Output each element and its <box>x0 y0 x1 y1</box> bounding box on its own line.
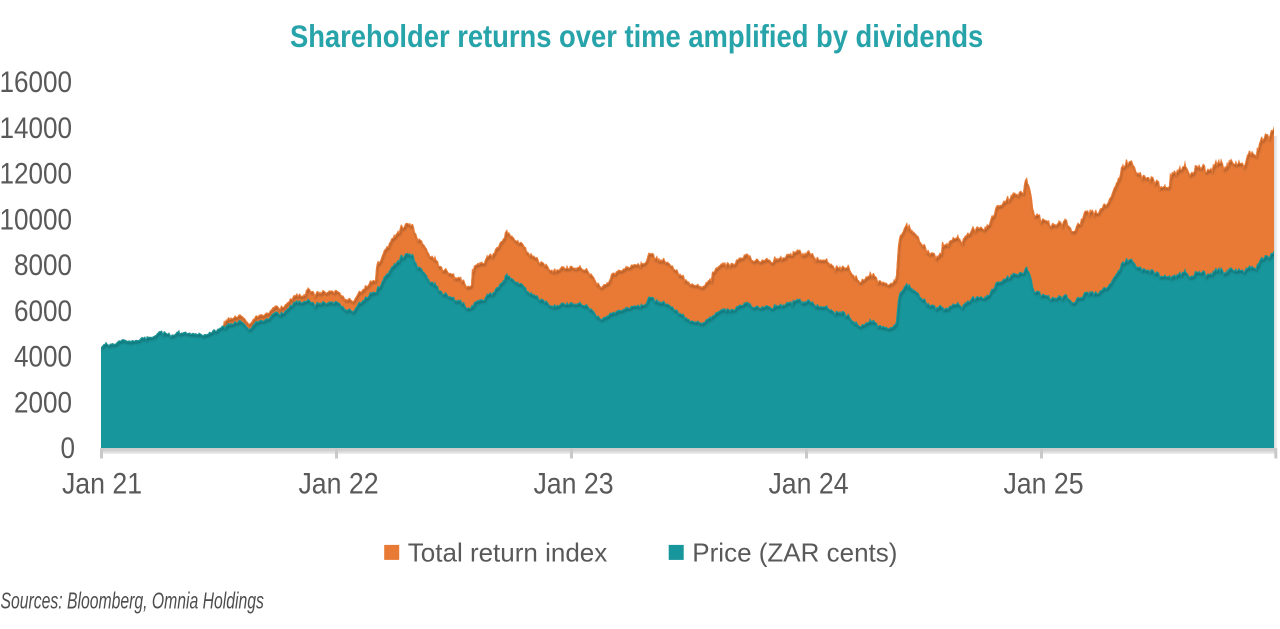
svg-text:Jan 25: Jan 25 <box>1003 467 1083 501</box>
svg-text:10000: 10000 <box>0 203 72 236</box>
svg-text:2000: 2000 <box>14 386 72 419</box>
svg-text:0: 0 <box>60 431 75 464</box>
svg-text:Jan 21: Jan 21 <box>62 467 142 501</box>
svg-text:Jan 22: Jan 22 <box>298 467 378 501</box>
svg-text:Jan 24: Jan 24 <box>768 467 848 501</box>
svg-text:Jan 23: Jan 23 <box>533 467 613 501</box>
svg-text:12000: 12000 <box>0 157 72 190</box>
svg-text:6000: 6000 <box>14 294 72 327</box>
svg-text:Total return index: Total return index <box>408 538 607 568</box>
svg-text:Price (ZAR cents): Price (ZAR cents) <box>692 538 897 568</box>
svg-text:16000: 16000 <box>0 65 72 98</box>
svg-text:4000: 4000 <box>14 340 72 373</box>
svg-text:Shareholder returns over time: Shareholder returns over time amplified … <box>290 19 983 54</box>
svg-text:8000: 8000 <box>14 248 72 281</box>
svg-text:Sources: Bloomberg, Omnia Hold: Sources: Bloomberg, Omnia Holdings <box>1 588 264 614</box>
svg-text:14000: 14000 <box>0 111 72 144</box>
